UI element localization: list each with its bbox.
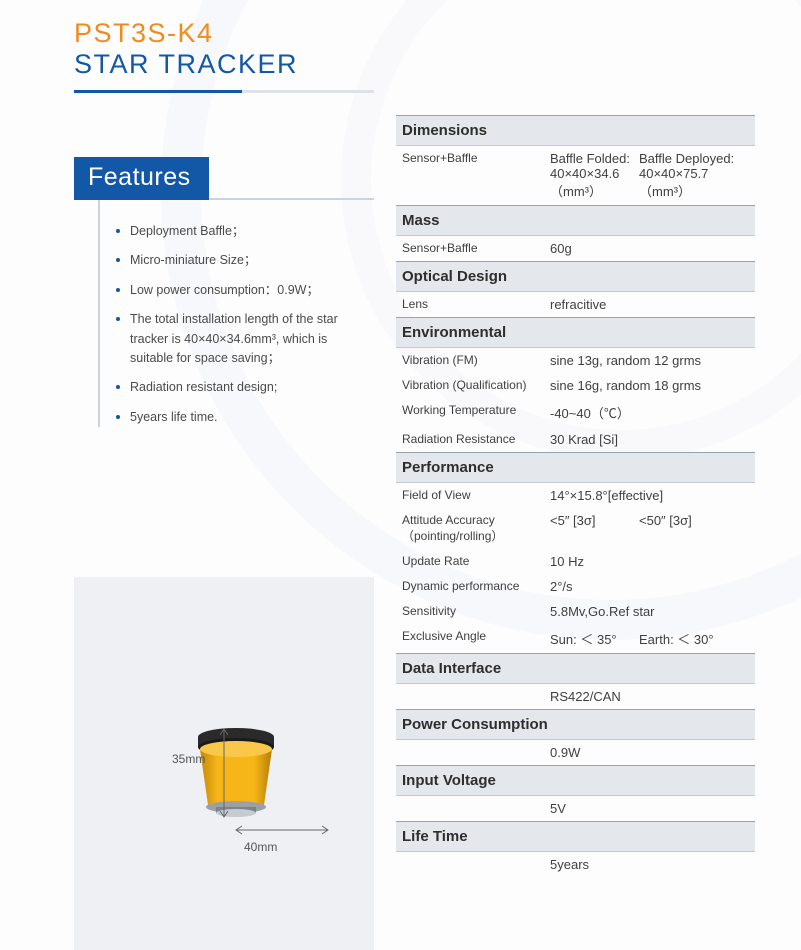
dim-arrow-horizontal — [232, 821, 332, 839]
spec-value: <5″ [3σ] — [550, 513, 639, 528]
spec-row: Sensor+Baffle60g — [396, 236, 755, 261]
spec-value: 5.8Mv,Go.Ref star — [550, 604, 749, 619]
title-line1: PST3S-K4 — [74, 18, 755, 49]
spec-label: Vibration (FM) — [402, 353, 550, 367]
spec-label: Exclusive Angle — [402, 629, 550, 643]
features-list: Deployment Baffle； Micro-miniature Size； L… — [100, 214, 374, 427]
spec-row: Vibration (FM)sine 13g, random 12 grms — [396, 348, 755, 373]
feature-item: Micro-miniature Size； — [116, 251, 364, 270]
spec-value: 2°/s — [550, 579, 749, 594]
page-title: PST3S-K4 STAR TRACKER — [74, 18, 755, 93]
spec-section-header: Input Voltage — [396, 765, 755, 796]
spec-row: Lensrefracitive — [396, 292, 755, 317]
spec-value: 30 Krad [Si] — [550, 432, 749, 447]
feature-item: The total installation length of the sta… — [116, 310, 364, 368]
spec-value-2: Earth: ＜ 30° — [639, 629, 749, 648]
spec-value: 5V — [550, 801, 749, 816]
spec-row: RS422/CAN — [396, 684, 755, 709]
spec-row: 5years — [396, 852, 755, 877]
spec-row: Sensitivity5.8Mv,Go.Ref star — [396, 599, 755, 624]
spec-row: 5V — [396, 796, 755, 821]
spec-value: sine 13g, random 12 grms — [550, 353, 749, 368]
spec-value: Baffle Folded: 40×40×34.6 （mm³） — [550, 151, 639, 200]
spec-row: Radiation Resistance30 Krad [Si] — [396, 427, 755, 452]
spec-value-2: <50″ [3σ] — [639, 513, 749, 528]
spec-value: 5years — [550, 857, 749, 872]
spec-label: Dynamic performance — [402, 579, 550, 593]
spec-section-header: Performance — [396, 452, 755, 483]
spec-row: Attitude Accuracy （pointing/rolling）<5″ … — [396, 508, 755, 549]
spec-value: -40~40（℃） — [550, 403, 749, 422]
spec-value: 10 Hz — [550, 554, 749, 569]
spec-row: Dynamic performance2°/s — [396, 574, 755, 599]
spec-row: Working Temperature-40~40（℃） — [396, 398, 755, 427]
spec-label: Radiation Resistance — [402, 432, 550, 446]
spec-row: Exclusive AngleSun: ＜ 35°Earth: ＜ 30° — [396, 624, 755, 653]
feature-item: Radiation resistant design; — [116, 378, 364, 397]
spec-row: Vibration (Qualification)sine 16g, rando… — [396, 373, 755, 398]
spec-section-header: Environmental — [396, 317, 755, 348]
spec-value: 60g — [550, 241, 749, 256]
spec-value: 14°×15.8°[effective] — [550, 488, 749, 503]
spec-table: DimensionsSensor+BaffleBaffle Folded: 40… — [396, 115, 755, 877]
product-drawing: 35mm 40mm — [74, 577, 374, 950]
title-underline — [74, 90, 374, 93]
spec-section-header: Data Interface — [396, 653, 755, 684]
feature-item: 5years life time. — [116, 408, 364, 427]
tracker-icon — [186, 727, 286, 819]
spec-value: Sun: ＜ 35° — [550, 629, 639, 648]
spec-section-header: Optical Design — [396, 261, 755, 292]
spec-value: 0.9W — [550, 745, 749, 760]
spec-label: Attitude Accuracy （pointing/rolling） — [402, 513, 550, 544]
title-line2: STAR TRACKER — [74, 49, 755, 80]
dim-height-label: 35mm — [172, 752, 205, 766]
spec-value: RS422/CAN — [550, 689, 749, 704]
dim-width-label: 40mm — [244, 840, 277, 854]
spec-label: Vibration (Qualification) — [402, 378, 550, 392]
spec-label: Working Temperature — [402, 403, 550, 417]
feature-item: Deployment Baffle； — [116, 222, 364, 241]
dim-arrow-vertical — [214, 725, 234, 821]
feature-item: Low power consumption：0.9W； — [116, 281, 364, 300]
spec-row: Field of View14°×15.8°[effective] — [396, 483, 755, 508]
spec-section-header: Life Time — [396, 821, 755, 852]
spec-row: Update Rate10 Hz — [396, 549, 755, 574]
spec-section-header: Mass — [396, 205, 755, 236]
spec-label: Sensor+Baffle — [402, 241, 550, 255]
spec-label: Sensor+Baffle — [402, 151, 550, 165]
spec-value-2: Baffle Deployed: 40×40×75.7 （mm³） — [639, 151, 749, 200]
spec-section-header: Power Consumption — [396, 709, 755, 740]
spec-value: refracitive — [550, 297, 749, 312]
spec-label: Lens — [402, 297, 550, 311]
spec-row: 0.9W — [396, 740, 755, 765]
spec-label: Field of View — [402, 488, 550, 502]
features-heading: Features — [74, 157, 209, 200]
spec-label: Sensitivity — [402, 604, 550, 618]
spec-value: sine 16g, random 18 grms — [550, 378, 749, 393]
spec-row: Sensor+BaffleBaffle Folded: 40×40×34.6 （… — [396, 146, 755, 205]
spec-label: Update Rate — [402, 554, 550, 568]
spec-section-header: Dimensions — [396, 115, 755, 146]
